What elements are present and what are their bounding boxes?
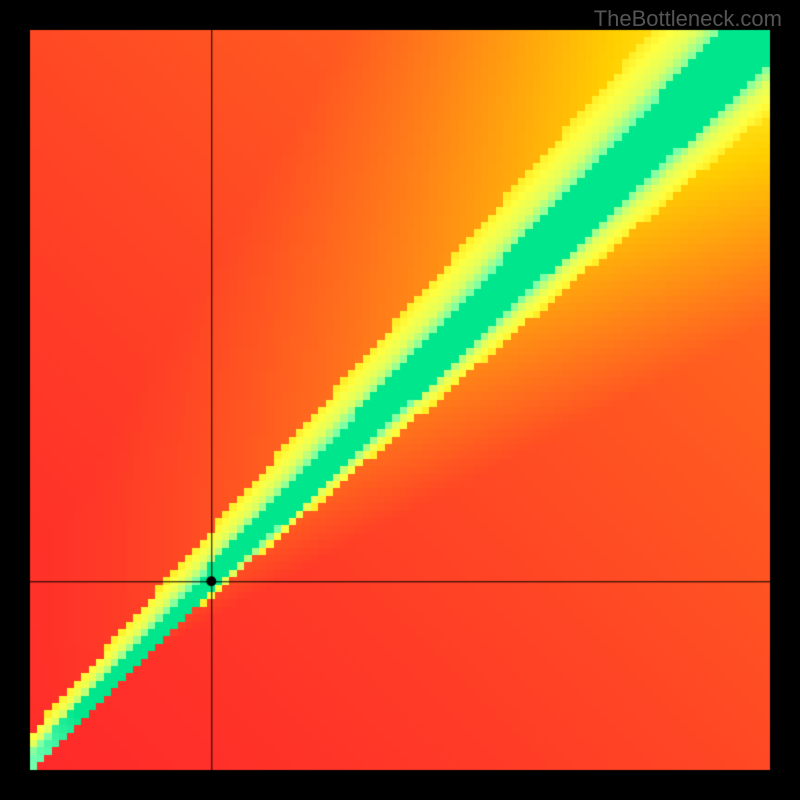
- watermark-text: TheBottleneck.com: [594, 6, 782, 32]
- heatmap-chart: [0, 0, 800, 800]
